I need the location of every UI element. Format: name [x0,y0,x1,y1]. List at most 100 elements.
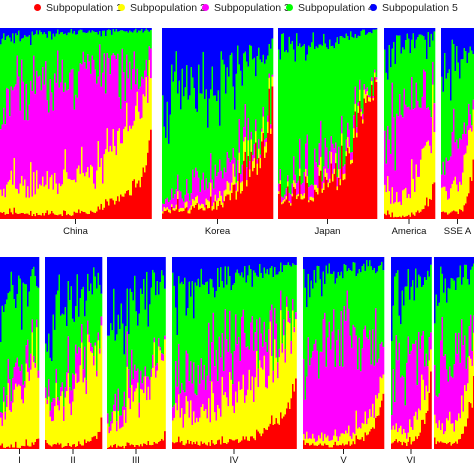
bar-segment [361,257,364,267]
bar-segment [144,96,146,173]
bar-segment [369,97,372,102]
bar-segment [75,446,77,449]
bar-segment [369,96,372,98]
bar-segment [73,179,76,212]
bar-segment [135,388,138,445]
bar-segment [76,97,79,169]
bar-segment [428,360,431,393]
bar-segment [401,257,404,291]
bar-segment [235,199,238,219]
bar-segment [259,264,261,318]
bar-segment [278,271,281,349]
bar-segment [1,257,4,306]
bar-segment [96,257,98,289]
bar-segment [393,41,395,118]
bar-segment [441,442,444,449]
bar-segment [287,321,290,403]
bar-segment [466,63,469,126]
bar-segment [248,257,251,266]
bar-segment [309,28,312,48]
bar-segment [18,28,20,31]
bar-segment [126,102,128,191]
bar-segment [211,342,213,382]
bar-segment [140,370,142,389]
bar-segment [66,90,68,173]
bar-segment [299,176,301,219]
bar-segment [220,51,223,171]
bar-segment [52,110,55,190]
bar-segment [440,441,442,449]
bar-segment [110,445,112,449]
bar-segment [36,28,38,31]
bar-segment [147,440,150,449]
bar-segment [117,257,120,315]
bar-segment [184,392,186,414]
bar-segment [309,47,312,186]
bar-segment [292,383,294,449]
bar-segment [105,28,107,37]
bar-segment [30,162,32,211]
bar-segment [203,285,206,365]
bar-segment [87,273,89,321]
bar-segment [447,420,450,443]
bar-segment [281,204,283,219]
bar-segment [179,257,182,284]
bar-segment [64,307,67,388]
bar-segment [70,446,73,449]
bar-segment [67,178,70,214]
bar-segment [96,288,98,371]
bar-segment [354,28,357,35]
bar-segment [441,187,443,212]
bar-segment [264,146,266,158]
bar-segment [186,201,188,208]
bar-segment [423,208,425,219]
bar-segment [45,61,47,185]
bar-segment [357,35,360,103]
bar-segment [394,216,397,219]
bar-segment [205,178,208,199]
bar-segment [60,28,62,33]
bar-segment [222,202,224,208]
bar-segment [465,368,468,392]
bar-segment [245,395,248,437]
bar-segment [322,257,325,272]
bar-segment [258,28,260,48]
bar-segment [4,419,7,448]
bar-segment [174,71,176,195]
bar-segment [34,363,37,368]
bar-segment [331,439,334,448]
bar-segment [257,257,260,278]
bar-segment [40,28,43,33]
bar-segment [43,84,46,187]
bar-segment [441,174,443,188]
bar-segment [240,193,242,219]
bar-segment [313,270,316,344]
bar-segment [468,356,471,402]
bar-segment [233,283,236,352]
bar-segment [246,167,248,181]
bar-segment [367,266,370,340]
bar-segment [81,64,83,147]
bar-segment [268,274,270,330]
bar-segment [253,158,256,168]
bar-segment [111,447,114,449]
bar-segment [67,89,70,179]
bar-segment [193,411,195,442]
bar-segment [139,118,142,188]
bar-segment [433,28,436,32]
bar-segment [79,29,82,64]
bar-segment [308,200,310,203]
bar-segment [241,28,244,86]
bar-segment [165,211,167,219]
bar-segment [113,288,115,405]
bar-segment [10,212,13,219]
bar-segment [175,361,177,403]
bar-segment [415,164,418,213]
bar-segment [57,257,59,291]
bar-segment [297,28,300,47]
bar-segment [346,433,349,445]
bar-segment [312,28,315,33]
bar-segment [269,257,272,268]
bar-segment [228,158,230,183]
bar-segment [27,306,29,340]
